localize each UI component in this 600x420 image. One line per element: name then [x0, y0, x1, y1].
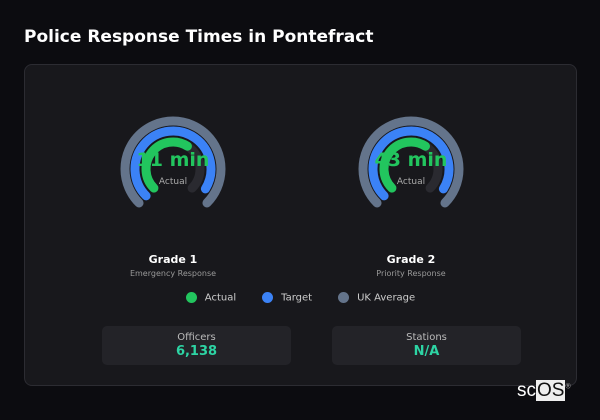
uk-average-arc: [358, 116, 464, 208]
legend-label: UK Average: [357, 292, 416, 304]
gauge-grade-2: 43 min Actual Grade 2 Priority Response: [341, 105, 481, 278]
target-arc: [368, 126, 454, 201]
gauge-subtitle: Emergency Response: [129, 269, 217, 278]
gauge-grade-1: 11 min Actual Grade 1 Emergency Response: [103, 105, 243, 278]
gauge-value: 43 min: [374, 149, 448, 171]
stat-label: Stations: [406, 332, 447, 343]
stat-value: 6,138: [175, 344, 218, 359]
dashboard-card: 11 min Actual Grade 1 Emergency Response…: [24, 64, 577, 386]
legend-uk-average: UK Average: [338, 292, 415, 304]
uk-average-dot-icon: [338, 292, 350, 303]
ring-chart: [358, 116, 464, 208]
legend-actual: Actual: [185, 292, 237, 304]
stat-stations: Stations N/A: [332, 326, 521, 365]
target-arc: [130, 126, 216, 201]
gauge-name: Grade 1: [148, 253, 198, 266]
uk-average-arc: [120, 116, 226, 208]
stat-label: Officers: [177, 332, 216, 343]
legend-target: Target: [262, 292, 312, 304]
legend: Actual Target UK Average: [25, 292, 576, 304]
stat-officers: Officers 6,138: [102, 326, 291, 365]
actual-dot-icon: [185, 292, 197, 303]
legend-label: Actual: [204, 292, 237, 304]
actual-arc: [379, 137, 430, 193]
logo: scOS®: [517, 380, 571, 401]
gauge-name: Grade 2: [386, 253, 436, 266]
gauge-value-label: Actual: [158, 177, 188, 187]
stat-value: N/A: [413, 344, 440, 359]
legend-label: Target: [281, 292, 313, 304]
gauge-subtitle: Priority Response: [376, 269, 446, 278]
actual-arc: [141, 137, 192, 193]
gauge-value-label: Actual: [396, 177, 426, 187]
ring-chart: [120, 116, 226, 208]
target-dot-icon: [262, 292, 274, 303]
page-title: Police Response Times in Pontefract: [24, 27, 374, 47]
gauge-value: 11 min: [136, 149, 210, 171]
